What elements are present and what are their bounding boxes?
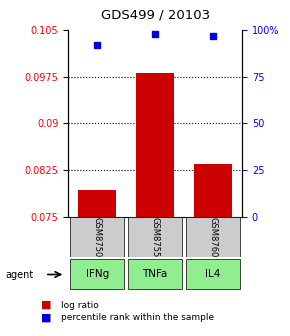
Bar	[194, 164, 232, 217]
Text: ■: ■	[41, 300, 51, 310]
Bar	[128, 259, 182, 289]
Bar	[78, 190, 116, 217]
Bar	[128, 217, 182, 257]
Text: GSM8760: GSM8760	[209, 217, 218, 257]
Text: agent: agent	[5, 269, 33, 280]
Bar	[70, 217, 124, 257]
Bar	[186, 259, 240, 289]
Text: percentile rank within the sample: percentile rank within the sample	[61, 313, 214, 322]
Text: GDS499 / 20103: GDS499 / 20103	[101, 9, 210, 22]
Bar	[186, 217, 240, 257]
Bar	[136, 73, 174, 217]
Text: IL4: IL4	[205, 269, 221, 279]
Text: log ratio: log ratio	[61, 301, 99, 309]
Text: GSM8755: GSM8755	[151, 217, 160, 257]
Text: GSM8750: GSM8750	[93, 217, 102, 257]
Text: ■: ■	[41, 312, 51, 323]
Bar	[70, 259, 124, 289]
Text: IFNg: IFNg	[86, 269, 109, 279]
Text: TNFa: TNFa	[142, 269, 168, 279]
